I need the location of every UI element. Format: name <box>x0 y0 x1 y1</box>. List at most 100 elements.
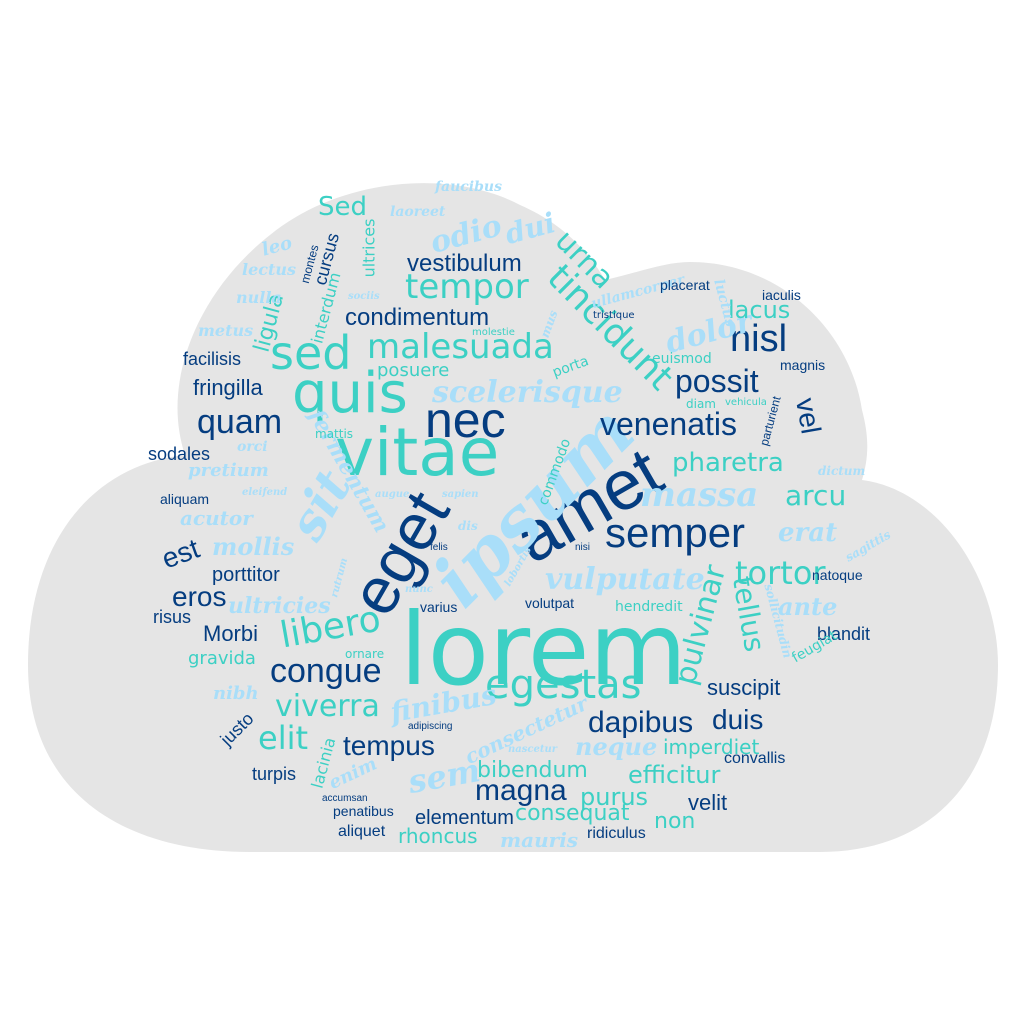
word-dis: dis <box>458 519 478 533</box>
word-orci: orci <box>237 439 268 455</box>
word-efficitur: efficitur <box>628 761 721 789</box>
word-lorem: lorem <box>400 591 687 708</box>
word-condimentum: condimentum <box>345 304 490 331</box>
word-elit: elit <box>258 719 309 757</box>
word-nulla: nulla <box>236 288 282 307</box>
word-sapien: sapien <box>442 489 479 500</box>
word-penatibus: penatibus <box>333 803 394 819</box>
word-mollis: mollis <box>212 532 295 561</box>
word-purus: purus <box>580 783 649 811</box>
word-laoreet: laoreet <box>390 204 446 220</box>
word-mauris: mauris <box>500 828 579 852</box>
word-adipiscing: adipiscing <box>408 721 453 732</box>
word-eleifend: eleifend <box>242 487 288 498</box>
word-natoque: natoque <box>812 567 863 583</box>
word-sodales: sodales <box>148 444 211 464</box>
word-magna: magna <box>475 774 567 807</box>
word-Sed: Sed <box>318 192 368 222</box>
word-neque: neque <box>575 732 658 761</box>
word-ornare: ornare <box>345 647 385 661</box>
word-velit: velit <box>688 790 728 815</box>
word-malesuada: malesuada <box>367 327 554 367</box>
word-viverra: viverra <box>275 689 380 724</box>
word-ultricies: ultricies <box>228 593 331 619</box>
word-tempor: tempor <box>405 267 529 307</box>
word-nascetur: nascetur <box>508 744 557 755</box>
word-tortor: tortor <box>735 554 826 592</box>
word-egestas: egestas <box>485 662 642 708</box>
word-aliquam: aliquam <box>160 491 210 507</box>
word-vulputate: vulputate <box>545 562 705 597</box>
word-molestie: molestie <box>472 327 515 338</box>
word-dictum: dictum <box>818 464 866 478</box>
word-imperdiet: imperdiet <box>663 735 760 759</box>
word-ridiculus: ridiculus <box>587 825 646 842</box>
word-porttitor: porttitor <box>212 564 280 586</box>
word-quis: quis <box>292 361 408 426</box>
word-vestibulum: vestibulum <box>407 250 522 277</box>
word-fringilla: fringilla <box>193 375 263 400</box>
word-mattis: mattis <box>315 427 354 441</box>
word-volutpat: volutpat <box>525 595 575 611</box>
word-ante: ante <box>778 592 838 621</box>
word-augue: augue <box>375 489 410 500</box>
word-faucibus: faucibus <box>435 179 502 195</box>
word-massa: massa <box>640 475 759 515</box>
word-venenatis: venenatis <box>600 406 737 442</box>
word-tristique: tristique <box>593 310 635 321</box>
word-rhoncus: rhoncus <box>398 824 478 848</box>
word-blandit: blandit <box>817 624 871 644</box>
word-risus: risus <box>153 607 192 627</box>
word-sed: sed <box>270 326 352 380</box>
word-aliquet: aliquet <box>338 823 386 840</box>
word-placerat: placerat <box>660 277 710 293</box>
word-varius: varius <box>420 599 458 615</box>
word-consequat: consequat <box>515 801 630 826</box>
word-diam: diam <box>686 397 716 411</box>
word-posuere: posuere <box>377 360 450 381</box>
word-suscipit: suscipit <box>707 675 781 700</box>
word-felis: felis <box>430 542 448 553</box>
word-Morbi: Morbi <box>203 621 259 646</box>
word-acutor: acutor <box>180 506 253 530</box>
word-ultrices: ultrices <box>359 218 379 278</box>
word-non: non <box>654 809 696 834</box>
word-pretium: pretium <box>188 460 269 481</box>
word-nisi: nisi <box>575 542 591 553</box>
word-euismod: euismod <box>652 351 712 367</box>
word-eros: eros <box>172 581 227 612</box>
word-vel: vel <box>790 395 827 437</box>
word-metus: metus <box>198 321 254 340</box>
word-magnis: magnis <box>780 357 826 373</box>
word-quam: quam <box>197 403 283 441</box>
word-scelerisque: scelerisque <box>432 375 623 410</box>
cloud-silhouette <box>28 183 998 853</box>
word-congue: congue <box>270 652 382 690</box>
word-pharetra: pharetra <box>672 448 784 478</box>
word-elementum: elementum <box>415 807 514 829</box>
word-lacus: lacus <box>728 296 791 324</box>
word-dapibus: dapibus <box>588 706 694 739</box>
word-semper: semper <box>605 509 746 556</box>
word-nec: nec <box>425 392 506 448</box>
word-lectus: lectus <box>242 260 297 279</box>
word-vitae: vitae <box>335 414 500 491</box>
word-tempus: tempus <box>343 730 435 761</box>
word-gravida: gravida <box>188 648 256 669</box>
word-arcu: arcu <box>785 479 847 512</box>
word-accumsan: accumsan <box>322 793 368 804</box>
word-vehicula: vehicula <box>725 397 767 408</box>
word-duis: duis <box>712 704 764 735</box>
word-possit: possit <box>675 363 759 399</box>
word-bibendum: bibendum <box>477 758 588 783</box>
word-nisl: nisl <box>730 318 788 360</box>
word-facilisis: facilisis <box>183 349 242 369</box>
word-convallis: convallis <box>724 750 786 767</box>
word-turpis: turpis <box>252 764 297 784</box>
word-nibh: nibh <box>213 683 259 704</box>
word-erat: erat <box>778 518 838 548</box>
word-hendredit: hendredit <box>615 599 683 615</box>
word-nunc: nunc <box>405 584 433 595</box>
